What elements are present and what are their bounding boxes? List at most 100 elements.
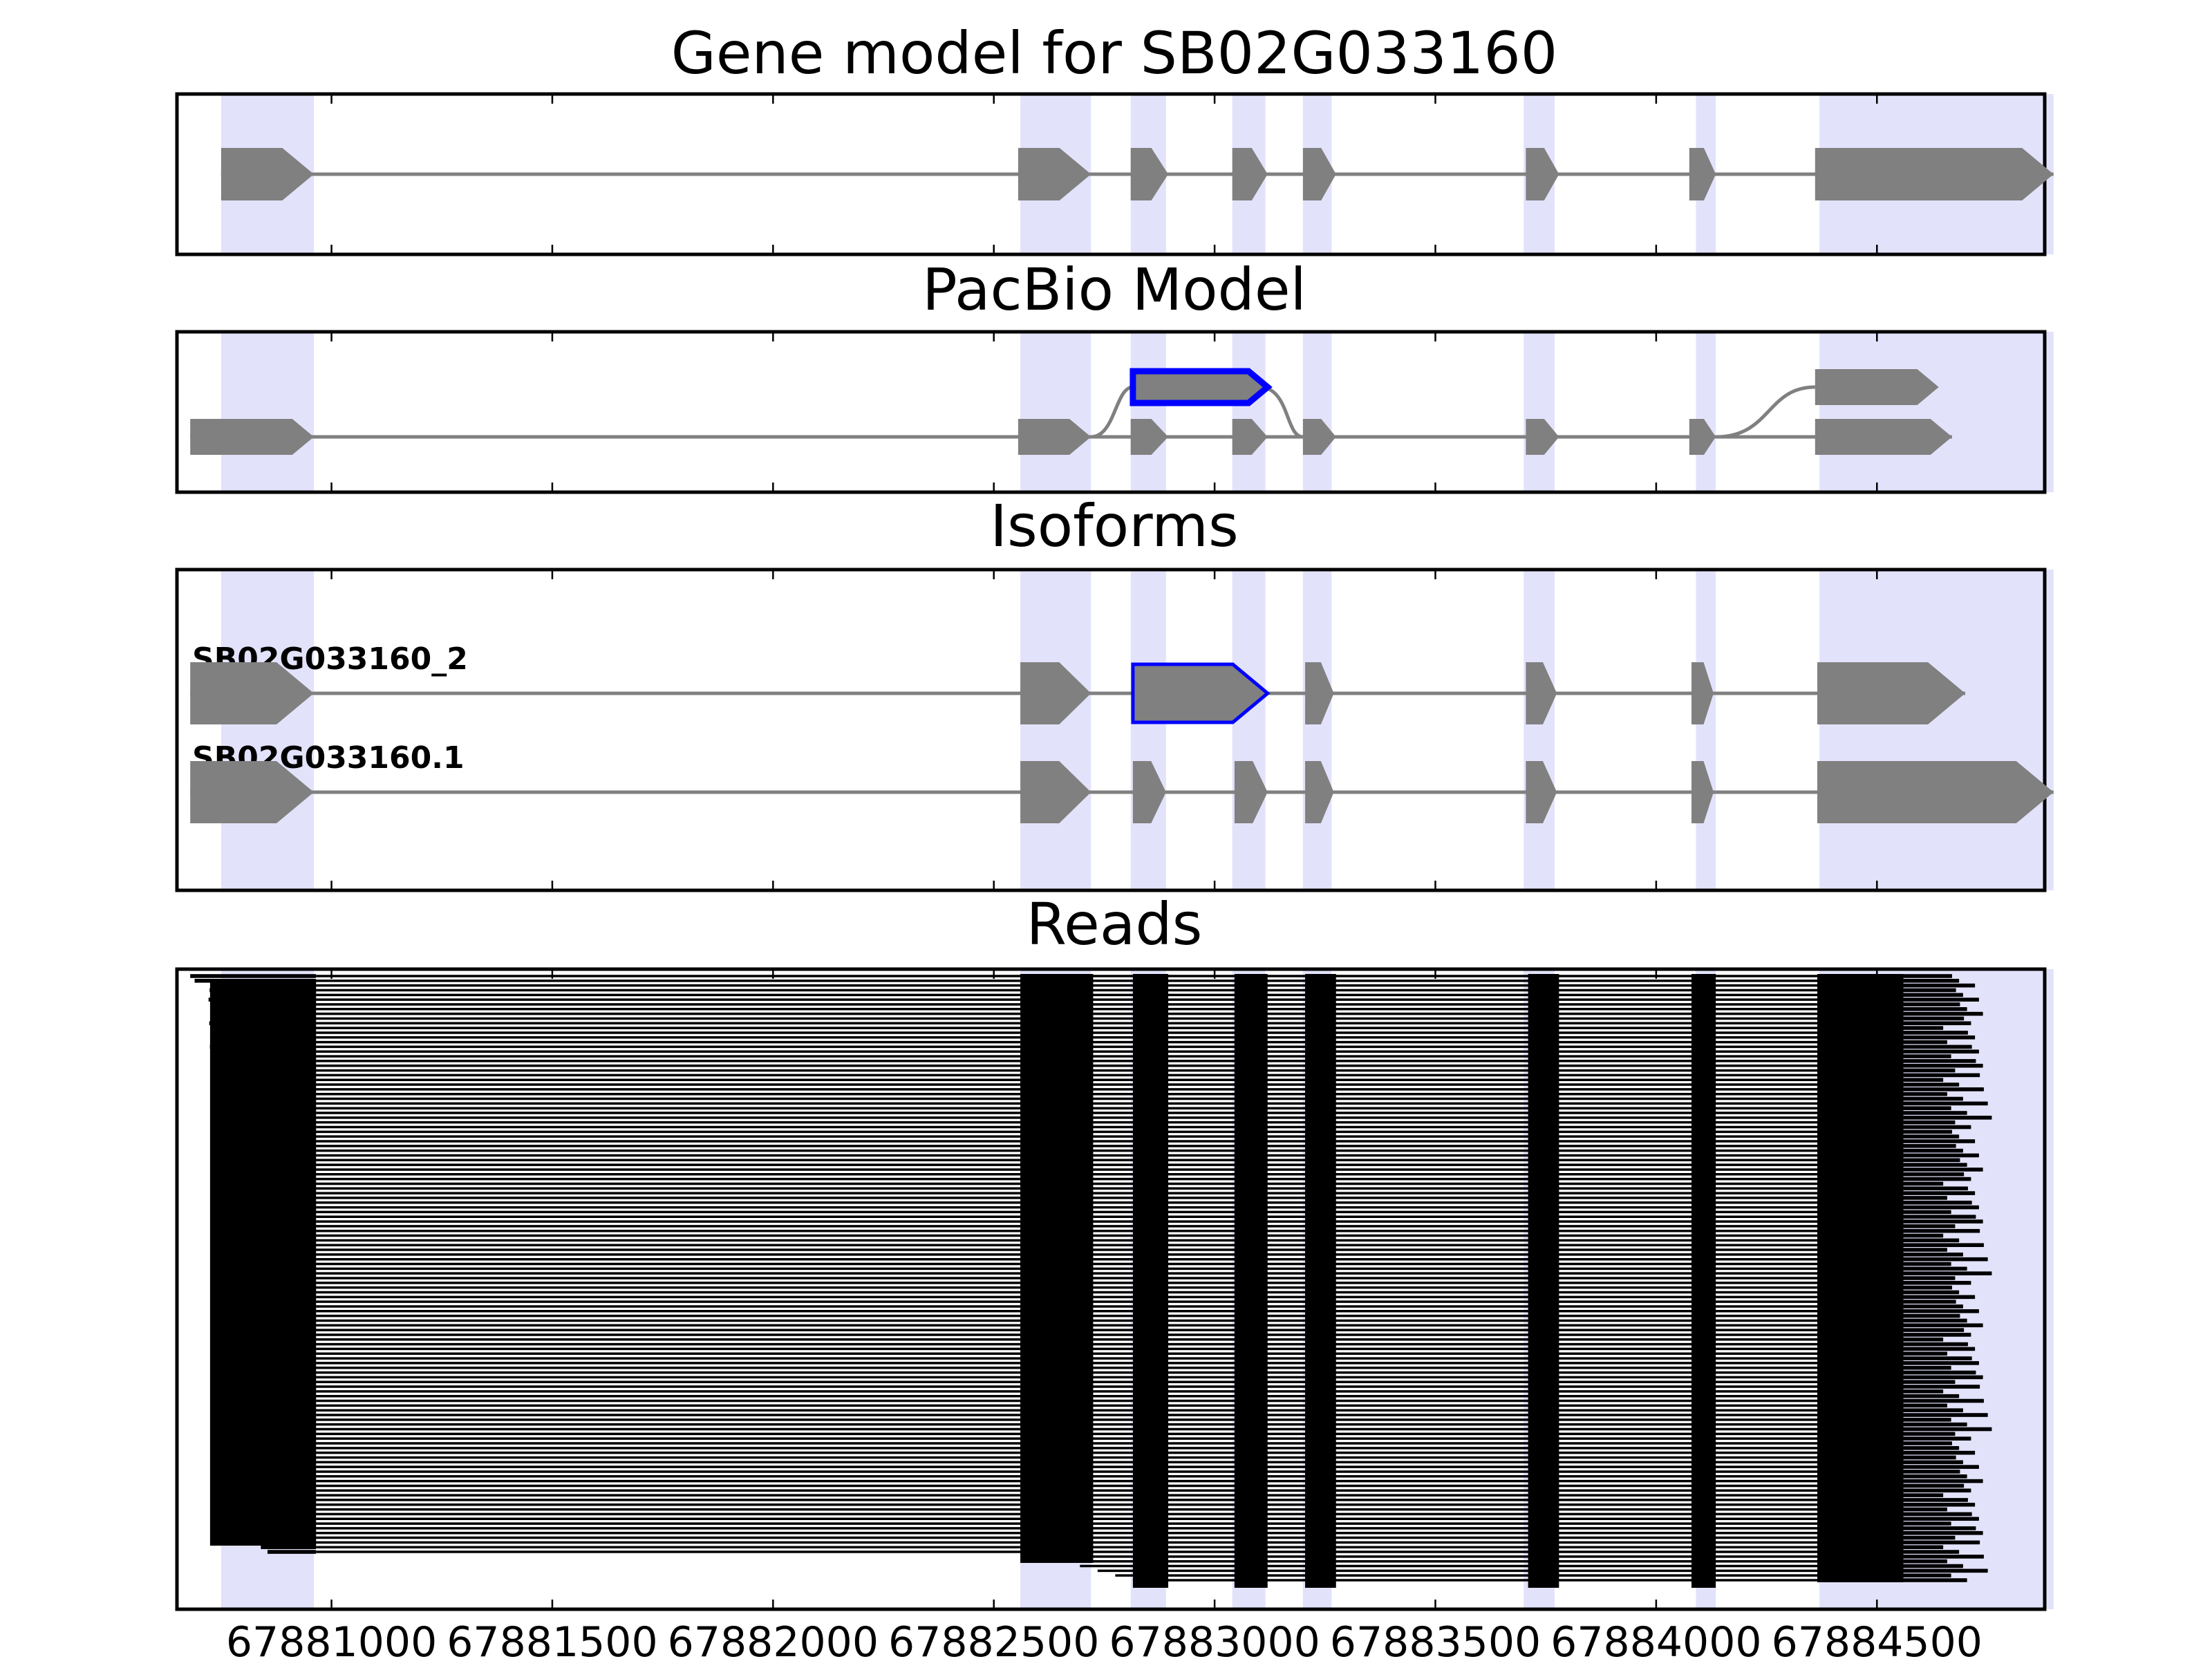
pacbio-shade-region — [1232, 332, 1266, 492]
gene-exon — [221, 148, 314, 200]
pacbio-shade-region — [1020, 332, 1091, 492]
read — [222, 1323, 1983, 1328]
gene-exon — [1232, 148, 1268, 200]
read — [1062, 1559, 1947, 1564]
reads-frame — [175, 967, 2047, 1611]
pacbio-exon — [1130, 419, 1168, 455]
pacbio-exon — [1526, 419, 1559, 455]
isoform-exon — [1817, 761, 2054, 823]
pacbio-shade-region — [1696, 332, 1716, 492]
isoform-exon — [1234, 761, 1268, 823]
x-tick-label: 67883500 — [1330, 1618, 1541, 1659]
pacbio-exon — [1232, 419, 1268, 455]
read — [227, 1479, 1983, 1483]
read — [210, 1011, 1983, 1016]
gene-exon — [1130, 148, 1168, 200]
read-exon — [190, 974, 317, 978]
read — [241, 1530, 1983, 1535]
isoform-exon — [1020, 761, 1091, 823]
read — [214, 1063, 1983, 1068]
gene-exon — [1018, 148, 1091, 200]
isoforms-title: Isoforms — [990, 492, 1239, 560]
pacbio-shade-region — [1130, 332, 1166, 492]
read-exon-coverage-block — [1234, 974, 1268, 1588]
pacbio-shade-region — [1819, 332, 2054, 492]
read — [261, 1545, 1944, 1550]
reads-panel — [175, 967, 2054, 1611]
isoform-exon — [1526, 662, 1557, 724]
read — [226, 1465, 1979, 1469]
isoform-exon — [190, 662, 314, 724]
read-exon — [1817, 1427, 1992, 1432]
read-exon-coverage-block — [1020, 974, 1094, 1563]
read — [219, 1375, 1983, 1380]
gene-model-panel — [175, 92, 2054, 256]
read — [223, 1427, 1992, 1432]
read — [218, 1271, 1992, 1275]
x-tick-label: 67882000 — [668, 1618, 879, 1659]
pacbio-splice-connector — [1716, 385, 1815, 439]
isoforms-shade-region — [1302, 570, 1332, 890]
read-exon-coverage-block — [1305, 974, 1336, 1588]
x-tick-label: 67881000 — [226, 1618, 437, 1659]
x-axis: 67881000 67881500 67882000 67882500 67883000… — [226, 1618, 1983, 1659]
isoforms-shade-region — [1819, 570, 2054, 890]
x-tick-label: 67883000 — [1109, 1618, 1320, 1659]
read-exon-coverage-block — [1817, 974, 1904, 1582]
pacbio-alt-terminal-exon — [1815, 369, 1939, 405]
read-exon-coverage-block — [1132, 974, 1169, 1588]
pacbio-frame — [175, 330, 2047, 494]
gene-exon — [1526, 148, 1559, 200]
pacbio-exon — [1018, 419, 1091, 455]
read — [216, 1168, 1983, 1172]
isoform-exon — [1020, 662, 1091, 724]
pacbio-splice-connector — [1259, 385, 1304, 439]
pacbio-exon — [1689, 419, 1716, 455]
read-exon-coverage-block — [1528, 974, 1559, 1588]
gene-model-title: Gene model for SB02G033160 — [671, 19, 1557, 87]
read — [216, 1257, 1988, 1262]
gene-exon — [1689, 148, 1716, 200]
isoforms-shade-region — [1696, 570, 1716, 890]
pacbio-shade-region — [221, 332, 315, 492]
read-exon — [1817, 1116, 1992, 1120]
pacbio-model-panel — [175, 330, 2054, 494]
reads-title: Reads — [1027, 890, 1203, 958]
isoform-exon — [190, 761, 314, 823]
read-exon — [1817, 1271, 1992, 1275]
read — [215, 1087, 1984, 1091]
isoform-exon — [1132, 761, 1166, 823]
pacbio-exon — [190, 419, 314, 455]
isoform-exon-highlighted — [1131, 662, 1271, 724]
x-tick-label: 67881500 — [447, 1618, 657, 1659]
pacbio-alt-exon-highlighted — [1130, 368, 1273, 406]
pacbio-shade-region — [1524, 332, 1555, 492]
isoforms-shade-region — [221, 570, 315, 890]
pacbio-exon — [1302, 419, 1336, 455]
pacbio-splice-connector — [1090, 385, 1134, 439]
pacbio-model-title: PacBio Model — [922, 256, 1306, 324]
read-exon — [261, 1545, 317, 1550]
isoforms-shade-region — [1232, 570, 1266, 890]
gene-exon — [1815, 148, 2054, 200]
isoform-exon — [1526, 761, 1557, 823]
isoforms-shade-region — [1524, 570, 1555, 890]
x-tick-label: 67884000 — [1550, 1618, 1761, 1659]
read — [225, 1385, 1980, 1389]
isoform-exon — [1691, 662, 1714, 724]
x-tick-label: 67884500 — [1772, 1618, 1983, 1659]
isoform-exon — [1817, 662, 1965, 724]
read — [220, 1219, 1983, 1224]
read-exon-coverage-block — [209, 980, 317, 1546]
read — [222, 1413, 1988, 1417]
isoform-exon — [1305, 761, 1334, 823]
read — [254, 1540, 1980, 1545]
read-exon — [267, 1550, 317, 1554]
pacbio-shade-region — [1302, 332, 1332, 492]
pacbio-exon — [1815, 419, 1952, 455]
x-tick-label: 67882500 — [888, 1618, 1099, 1659]
read-exon-coverage-block — [1691, 974, 1716, 1588]
gene-exon — [1302, 148, 1336, 200]
